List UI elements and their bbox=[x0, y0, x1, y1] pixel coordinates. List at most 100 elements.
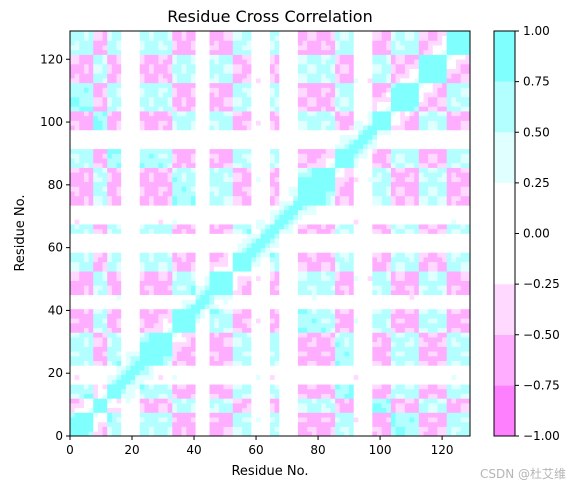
heatmap-cell bbox=[195, 87, 201, 93]
heatmap-cell bbox=[116, 209, 122, 216]
heatmap-cell bbox=[144, 365, 150, 371]
heatmap-cell bbox=[242, 54, 248, 60]
heatmap-cell bbox=[260, 393, 266, 399]
heatmap-cell bbox=[256, 63, 262, 70]
heatmap-cell bbox=[307, 238, 313, 244]
heatmap-cell bbox=[176, 153, 182, 159]
heatmap-cell bbox=[204, 172, 210, 178]
heatmap-cell bbox=[204, 35, 210, 41]
heatmap-cell bbox=[153, 176, 159, 183]
heatmap-cell bbox=[74, 158, 80, 164]
heatmap-cell bbox=[302, 384, 308, 390]
heatmap-cell bbox=[293, 360, 299, 366]
heatmap-cell bbox=[79, 45, 85, 51]
heatmap-cell bbox=[251, 111, 257, 117]
heatmap-cell bbox=[125, 322, 131, 329]
heatmap-cell bbox=[88, 186, 94, 192]
heatmap-cell bbox=[163, 78, 169, 84]
heatmap-cell bbox=[283, 87, 289, 93]
heatmap-cell bbox=[260, 158, 266, 164]
heatmap-cell bbox=[70, 68, 75, 74]
heatmap-cell bbox=[93, 290, 99, 296]
heatmap-cell bbox=[121, 304, 127, 310]
heatmap-cell bbox=[279, 82, 285, 88]
heatmap-cell bbox=[200, 106, 206, 112]
heatmap-cell bbox=[283, 374, 289, 380]
heatmap-cell bbox=[283, 247, 289, 253]
heatmap-cell bbox=[153, 35, 159, 41]
heatmap-cell bbox=[144, 379, 150, 385]
heatmap-cell bbox=[83, 115, 89, 121]
heatmap-cell bbox=[288, 106, 294, 112]
heatmap-cell bbox=[83, 332, 89, 338]
heatmap-cell bbox=[163, 431, 169, 437]
heatmap-cell bbox=[79, 304, 85, 310]
heatmap-cell bbox=[83, 417, 89, 423]
heatmap-cell bbox=[176, 92, 182, 98]
heatmap-cell bbox=[74, 370, 80, 376]
heatmap-cell bbox=[163, 308, 169, 314]
heatmap-cell bbox=[125, 360, 131, 366]
heatmap-cell bbox=[256, 45, 262, 51]
heatmap-cell bbox=[288, 125, 294, 131]
heatmap-cell bbox=[251, 31, 257, 37]
heatmap-cell bbox=[321, 280, 327, 286]
heatmap-cell bbox=[102, 111, 108, 117]
heatmap-cell bbox=[325, 242, 331, 248]
heatmap-cell bbox=[209, 191, 215, 197]
heatmap-cell bbox=[163, 252, 169, 258]
heatmap-cell bbox=[209, 252, 215, 258]
heatmap-cell bbox=[274, 337, 280, 343]
heatmap-cell bbox=[176, 96, 182, 102]
heatmap-cell bbox=[167, 417, 173, 423]
heatmap-cell bbox=[223, 63, 229, 70]
heatmap-cell bbox=[293, 92, 299, 98]
heatmap-cell bbox=[330, 247, 336, 253]
heatmap-cell bbox=[70, 374, 75, 380]
heatmap-cell bbox=[190, 31, 196, 37]
heatmap-cell bbox=[228, 63, 234, 70]
heatmap-cell bbox=[163, 275, 169, 281]
heatmap-cell bbox=[97, 63, 103, 70]
heatmap-cell bbox=[246, 233, 252, 239]
heatmap-cell bbox=[265, 148, 271, 154]
heatmap-cell bbox=[190, 294, 196, 300]
heatmap-cell bbox=[270, 200, 275, 206]
heatmap-cell bbox=[139, 162, 145, 168]
heatmap-cell bbox=[311, 257, 317, 263]
heatmap-cell bbox=[200, 403, 206, 409]
heatmap-cell bbox=[176, 417, 182, 423]
heatmap-cell bbox=[153, 73, 159, 79]
heatmap-cell bbox=[102, 275, 108, 281]
heatmap-cell bbox=[149, 388, 155, 394]
heatmap-cell bbox=[214, 403, 220, 409]
heatmap-cell bbox=[316, 332, 322, 338]
heatmap-cell bbox=[311, 35, 317, 41]
heatmap-cell bbox=[256, 304, 262, 310]
heatmap-cell bbox=[293, 195, 299, 201]
heatmap-cell bbox=[70, 125, 75, 131]
heatmap-cell bbox=[102, 308, 108, 314]
heatmap-cell bbox=[307, 341, 313, 347]
heatmap-cell bbox=[325, 176, 331, 183]
heatmap-cell bbox=[93, 398, 99, 404]
heatmap-cell bbox=[242, 63, 248, 70]
heatmap-cell bbox=[97, 101, 103, 107]
heatmap-cell bbox=[283, 209, 289, 216]
heatmap-cell bbox=[232, 233, 238, 239]
heatmap-cell bbox=[288, 111, 294, 117]
heatmap-cell bbox=[209, 153, 215, 159]
heatmap-cell bbox=[223, 181, 229, 187]
heatmap-cell bbox=[144, 261, 150, 267]
heatmap-cell bbox=[186, 327, 192, 333]
heatmap-cell bbox=[70, 224, 75, 230]
heatmap-cell bbox=[186, 271, 192, 277]
heatmap-cell bbox=[209, 209, 215, 216]
heatmap-cell bbox=[214, 388, 220, 394]
heatmap-cell bbox=[279, 412, 285, 418]
heatmap-cell bbox=[186, 214, 192, 220]
heatmap-cell bbox=[321, 431, 327, 437]
heatmap-cell bbox=[144, 35, 150, 41]
heatmap-cell bbox=[167, 431, 173, 437]
